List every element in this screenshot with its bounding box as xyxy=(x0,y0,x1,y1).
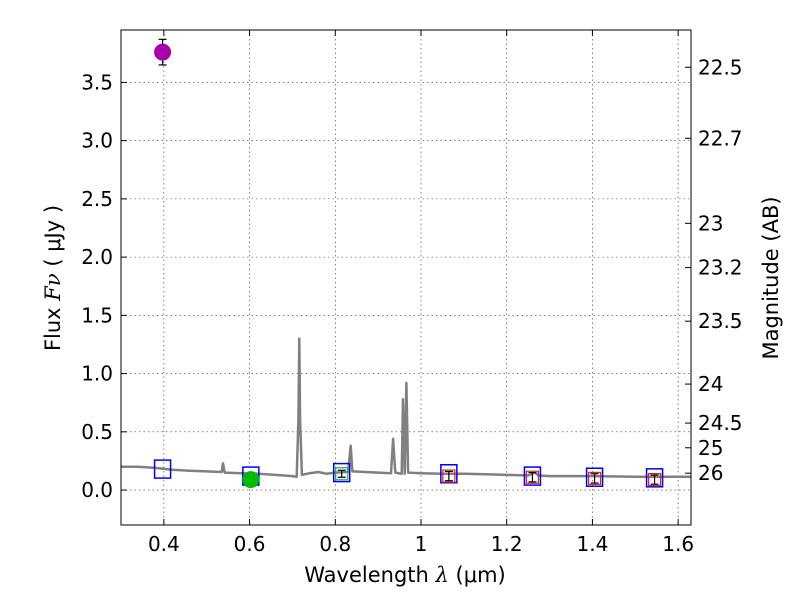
mag-tick-label: 26 xyxy=(698,461,723,485)
model-spectrum xyxy=(121,337,691,478)
model-flux-square xyxy=(585,467,604,487)
x-axis-label: Wavelength λ (μm) xyxy=(304,563,505,587)
x-tick-label: 0.6 xyxy=(234,532,266,556)
y-tick-label: 1.0 xyxy=(81,362,113,386)
mag-tick-label: 22.5 xyxy=(698,55,743,79)
x-axis-label-unit: (μm) xyxy=(456,563,506,587)
model-flux-square xyxy=(153,459,172,479)
x-axis-label-symbol: λ xyxy=(435,563,449,587)
y-tick-label: 3.5 xyxy=(81,70,113,94)
y-axis-label: Flux Fν ( μJy ) xyxy=(41,205,65,351)
y-tick-label: 0.5 xyxy=(81,420,113,444)
model-flux-square xyxy=(645,468,664,488)
x-tick-label: 0.4 xyxy=(148,532,180,556)
spectrum-line xyxy=(121,337,691,478)
axis-ticks: 0.4 0.6 0.8 1 1.2 1.4 1.6 0.0 0.5 1.0 1.5 2.0 2.5 3.0… xyxy=(81,30,743,556)
mag-tick-label: 23.2 xyxy=(698,256,743,280)
y-axis-label-symbol: Fν xyxy=(41,273,65,302)
y-tick-label: 0.0 xyxy=(81,478,113,502)
model-flux-square xyxy=(523,466,542,486)
mag-tick-label: 23.5 xyxy=(698,309,743,333)
observed-photometry xyxy=(154,38,662,489)
y-tick-label: 3.0 xyxy=(81,129,113,153)
y-axis-label-prefix: Flux xyxy=(41,307,65,351)
y-tick-label: 1.5 xyxy=(81,303,113,327)
mag-tick-label: 23 xyxy=(698,211,723,235)
observed-flux-square xyxy=(442,469,456,483)
grid-lines xyxy=(121,30,691,525)
mag-tick-label: 25 xyxy=(698,436,723,460)
observed-flux-square xyxy=(587,471,602,486)
mag-tick-label: 24 xyxy=(698,372,723,396)
y-tick-label: 2.5 xyxy=(81,187,113,211)
x-tick-label: 0.8 xyxy=(319,532,351,556)
observed-flux-circle xyxy=(154,43,172,61)
x-tick-label: 1.6 xyxy=(662,532,694,556)
x-tick-label: 1.4 xyxy=(577,532,609,556)
y-axis-right-label: Magnitude (AB) xyxy=(759,196,783,359)
observed-flux-circle xyxy=(242,471,260,489)
x-axis-label-prefix: Wavelength xyxy=(304,563,429,587)
observed-flux-square xyxy=(335,467,349,481)
x-tick-label: 1.2 xyxy=(491,532,523,556)
mag-tick-label: 24.5 xyxy=(698,411,743,435)
mag-tick-label: 22.7 xyxy=(698,126,743,150)
y-axis-label-unit: ( μJy ) xyxy=(41,205,65,267)
plot-frame xyxy=(120,29,692,526)
model-flux-square xyxy=(440,464,458,484)
model-flux-square xyxy=(332,462,351,483)
x-tick-label: 1 xyxy=(415,532,428,556)
observed-flux-square xyxy=(647,472,662,487)
y-tick-label: 2.0 xyxy=(81,245,113,269)
observed-flux-square xyxy=(525,470,540,484)
